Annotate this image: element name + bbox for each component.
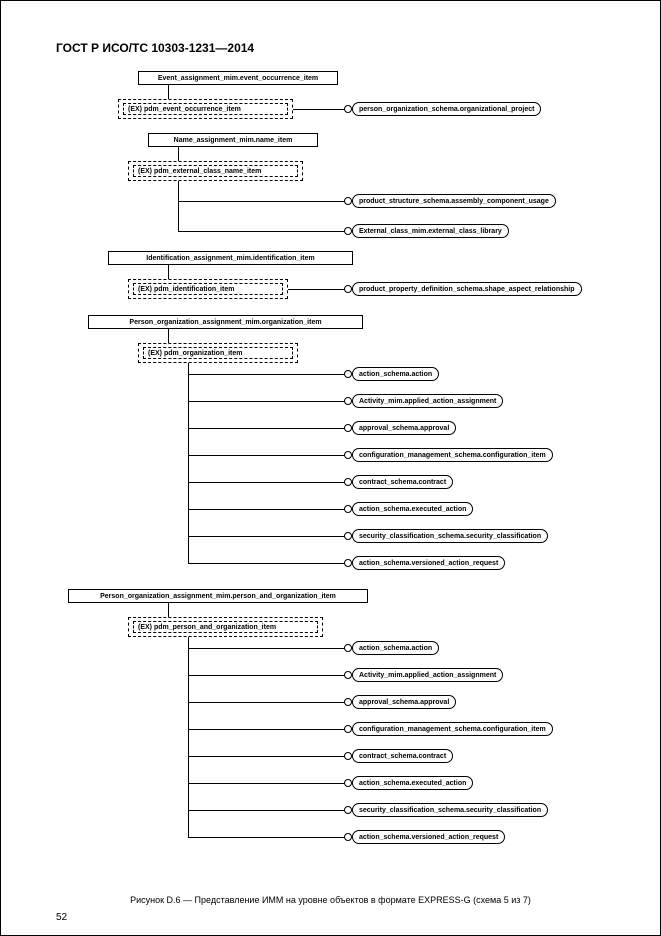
connector-dot — [344, 559, 352, 567]
box-name-assignment: Name_assignment_mim.name_item — [148, 133, 318, 147]
ref-org-project: person_organization_schema.organizationa… — [352, 102, 541, 116]
ref-assembly-usage: product_structure_schema.assembly_compon… — [352, 194, 556, 208]
connector — [188, 648, 348, 649]
express-g-diagram: Event_assignment_mim.event_occurrence_it… — [68, 71, 588, 861]
connector — [188, 374, 348, 375]
connector-dot — [344, 197, 352, 205]
connector-dot — [344, 833, 352, 841]
connector-dot — [344, 285, 352, 293]
box-identification-assignment: Identification_assignment_mim.identifica… — [108, 251, 353, 265]
connector — [188, 428, 348, 429]
ref-activity-mim-1: Activity_mim.applied_action_assignment — [352, 394, 503, 408]
ref-security-class-1: security_classification_schema.security_… — [352, 529, 548, 543]
ex-pdm-identification: (EX) pdm_identification_item — [133, 283, 283, 295]
connector-dot — [344, 227, 352, 235]
ref-approval-1: approval_schema.approval — [352, 421, 456, 435]
connector-dot — [344, 644, 352, 652]
connector-dot — [344, 698, 352, 706]
ref-contract-2: contract_schema.contract — [352, 749, 453, 763]
connector-dot — [344, 532, 352, 540]
connector-dot — [344, 779, 352, 787]
ref-executed-action-2: action_schema.executed_action — [352, 776, 473, 790]
connector — [188, 756, 348, 757]
connector-dot — [344, 397, 352, 405]
ref-versioned-action-1: action_schema.versioned_action_request — [352, 556, 505, 570]
connector — [188, 729, 348, 730]
connector — [168, 329, 169, 343]
connector — [188, 637, 189, 837]
connector-dot — [344, 505, 352, 513]
connector — [178, 201, 348, 202]
connector-dot — [344, 806, 352, 814]
connector — [293, 109, 348, 110]
connector-dot — [344, 105, 352, 113]
ref-shape-aspect-rel: product_property_definition_schema.shape… — [352, 282, 582, 296]
connector-dot — [344, 478, 352, 486]
connector — [188, 363, 189, 563]
page-frame: ГОСТ Р ИСО/ТС 10303-1231—2014 Event_assi… — [0, 0, 661, 936]
connector — [188, 783, 348, 784]
ref-action-schema-action-2: action_schema.action — [352, 641, 439, 655]
connector — [188, 482, 348, 483]
ex-pdm-organization: (EX) pdm_organization_item — [143, 347, 293, 359]
connector — [188, 536, 348, 537]
connector — [188, 455, 348, 456]
connector-dot — [344, 424, 352, 432]
document-header: ГОСТ Р ИСО/ТС 10303-1231—2014 — [56, 41, 628, 55]
connector — [178, 147, 179, 161]
ref-contract-1: contract_schema.contract — [352, 475, 453, 489]
ref-config-item-1: configuration_management_schema.configur… — [352, 448, 553, 462]
connector — [188, 675, 348, 676]
connector — [188, 401, 348, 402]
connector-dot — [344, 752, 352, 760]
connector — [168, 603, 169, 617]
connector — [168, 85, 169, 99]
box-event-assignment: Event_assignment_mim.event_occurrence_it… — [138, 71, 338, 85]
connector-dot — [344, 671, 352, 679]
ex-pdm-event-occurrence: (EX) pdm_event_occurrence_item — [123, 103, 288, 115]
connector — [188, 509, 348, 510]
connector — [288, 289, 348, 290]
connector — [188, 837, 348, 838]
ref-config-item-2: configuration_management_schema.configur… — [352, 722, 553, 736]
ref-security-class-2: security_classification_schema.security_… — [352, 803, 548, 817]
connector — [178, 231, 348, 232]
ref-action-schema-action-1: action_schema.action — [352, 367, 439, 381]
ref-activity-mim-2: Activity_mim.applied_action_assignment — [352, 668, 503, 682]
connector — [188, 563, 348, 564]
box-person-and-org-item: Person_organization_assignment_mim.perso… — [68, 589, 368, 603]
connector — [188, 702, 348, 703]
ex-pdm-external-class: (EX) pdm_external_class_name_item — [133, 165, 298, 177]
connector — [178, 181, 179, 231]
page-number: 52 — [56, 912, 67, 923]
box-person-org-item: Person_organization_assignment_mim.organ… — [88, 315, 363, 329]
ref-external-class-lib: External_class_mim.external_class_librar… — [352, 224, 509, 238]
connector — [188, 810, 348, 811]
figure-caption: Рисунок D.6 — Представление ИММ на уровн… — [1, 895, 660, 905]
ref-executed-action-1: action_schema.executed_action — [352, 502, 473, 516]
ex-pdm-person-and-org: (EX) pdm_person_and_organization_item — [133, 621, 318, 633]
connector — [168, 265, 169, 279]
connector-dot — [344, 370, 352, 378]
connector-dot — [344, 725, 352, 733]
connector-dot — [344, 451, 352, 459]
ref-versioned-action-2: action_schema.versioned_action_request — [352, 830, 505, 844]
ref-approval-2: approval_schema.approval — [352, 695, 456, 709]
